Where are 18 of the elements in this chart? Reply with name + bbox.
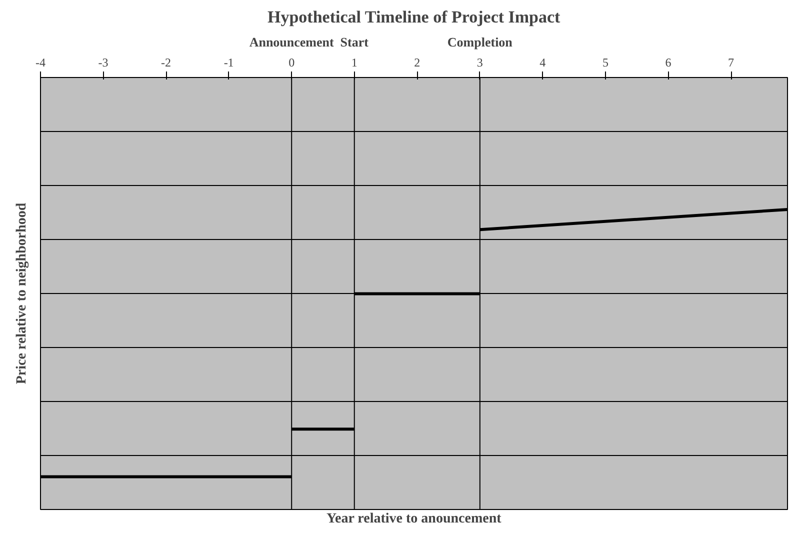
- x-axis-title: Year relative to anouncement: [326, 512, 502, 526]
- x-tick-label: 3: [476, 56, 483, 70]
- y-axis-title: Price relative to neighborhood: [14, 202, 30, 384]
- ref-line-label: Announcement: [249, 34, 335, 50]
- chart-title: Hypothetical Timeline of Project Impact: [267, 8, 561, 26]
- x-tick-label: 4: [540, 56, 546, 70]
- x-tick-label: 5: [602, 56, 608, 70]
- x-tick-label: -2: [161, 56, 172, 70]
- ref-line-label: Completion: [447, 34, 514, 50]
- ref-line-label: Start: [340, 34, 370, 50]
- x-tick-label: 1: [351, 56, 358, 70]
- x-tick-label: -1: [224, 56, 234, 70]
- x-tick-label: -3: [98, 56, 108, 70]
- x-tick-label: 6: [665, 56, 672, 70]
- x-tick-label: 0: [288, 56, 295, 70]
- x-tick-label: 7: [728, 56, 734, 70]
- x-tick-label: 2: [414, 56, 420, 70]
- x-tick-label: -4: [36, 56, 46, 70]
